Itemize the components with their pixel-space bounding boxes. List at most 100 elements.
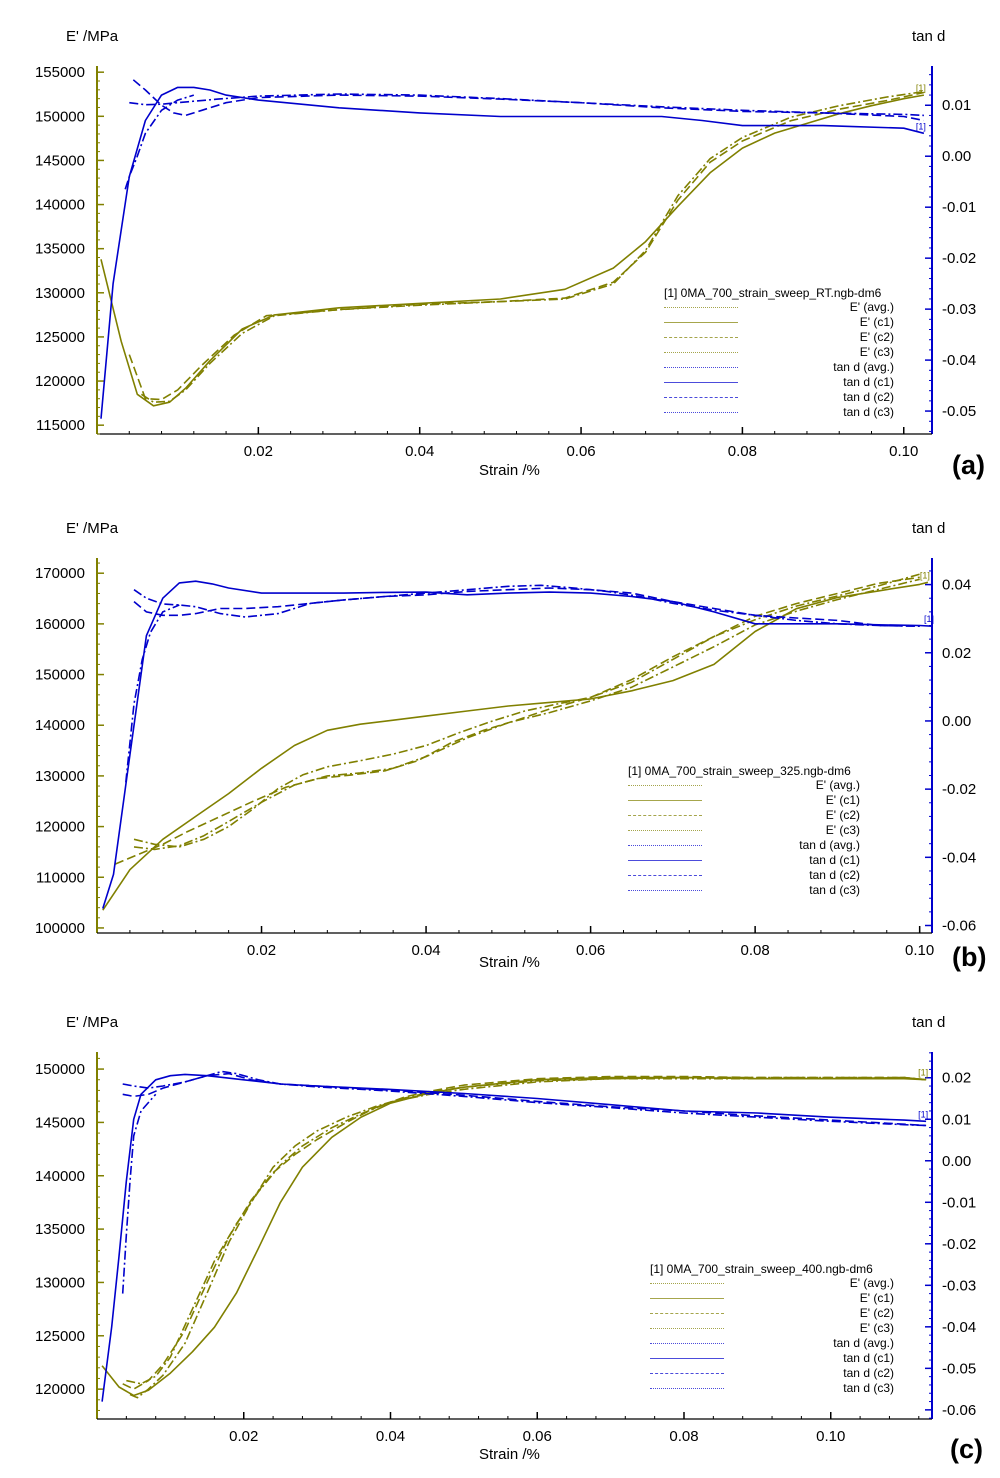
legend-entry: E' (c2): [628, 808, 860, 823]
legend-label: E' (c1): [825, 793, 860, 807]
series-line: [132, 79, 925, 122]
series-line: [133, 584, 920, 627]
right-tick-label: -0.03: [942, 301, 976, 318]
left-tick-label: 155000: [35, 64, 85, 81]
right-tick-label: -0.02: [942, 1236, 976, 1253]
legend-entry: tan d (avg.): [650, 1336, 894, 1351]
left-tick-label: 120000: [35, 1381, 85, 1398]
x-tick-label: 0.06: [576, 942, 605, 959]
panel-label: (a): [952, 450, 985, 480]
legend-label: tan d (avg.): [799, 838, 860, 852]
left-tick-label: 160000: [35, 616, 85, 633]
x-tick-label: 0.04: [405, 443, 434, 460]
right-tick-label: -0.04: [942, 849, 976, 866]
x-tick-label: 0.10: [816, 1428, 845, 1445]
series-line: [114, 576, 920, 865]
legend-entry: E' (c3): [628, 823, 860, 838]
right-tick-label: -0.01: [942, 1194, 976, 1211]
legend-label: tan d (c2): [809, 868, 860, 882]
legend-entry: E' (c3): [650, 1321, 894, 1336]
legend-title: [1] 0MA_700_strain_sweep_400.ngb-dm6: [650, 1262, 873, 1276]
right-tick-label: 0.00: [942, 713, 971, 730]
left-tick-label: 140000: [35, 717, 85, 734]
x-tick-label: 0.10: [905, 942, 934, 959]
legend-label: E' (avg.): [815, 778, 860, 792]
legend-entry: tan d (c2): [650, 1366, 894, 1381]
x-tick-label: 0.02: [247, 942, 276, 959]
series-end-label: [1]: [918, 1109, 928, 1119]
legend-swatch: [664, 367, 738, 368]
left-tick-label: 130000: [35, 1274, 85, 1291]
legend-swatch: [664, 412, 738, 413]
x-tick-label: 0.08: [669, 1428, 698, 1445]
left-tick-label: 125000: [35, 329, 85, 346]
right-axis-unit: tan d: [912, 1014, 946, 1031]
right-tick-label: -0.05: [942, 1360, 976, 1377]
left-tick-label: 110000: [36, 869, 85, 886]
right-tick-label: -0.05: [942, 403, 976, 420]
right-axis-unit: tan d: [912, 520, 946, 537]
legend-label: E' (c2): [825, 808, 860, 822]
x-tick-label: 0.02: [229, 1428, 258, 1445]
legend-swatch: [628, 830, 702, 831]
legend-label: E' (c3): [859, 345, 894, 359]
plot-svg: 120000 125000 130000 135000 140000 145000 1500…: [35, 1052, 976, 1445]
x-axis-label: Strain /%: [479, 1446, 540, 1463]
legend: [1] 0MA_700_strain_sweep_325.ngb-dm6 E' …: [628, 764, 860, 898]
legend: [1] 0MA_700_strain_sweep_RT.ngb-dm6 E' (…: [664, 286, 894, 420]
legend-entry: E' (c1): [664, 315, 894, 330]
legend-label: tan d (c3): [843, 405, 894, 419]
legend-entry: E' (c3): [664, 345, 894, 360]
legend-swatch: [628, 815, 702, 816]
legend-label: tan d (c1): [843, 375, 894, 389]
right-tick-label: 0.01: [942, 1111, 971, 1128]
legend-title: [1] 0MA_700_strain_sweep_325.ngb-dm6: [628, 764, 851, 778]
series-line: [129, 93, 924, 117]
x-tick-label: 0.06: [566, 443, 595, 460]
right-tick-label: -0.02: [942, 781, 976, 798]
series-line: [126, 1076, 927, 1385]
left-tick-label: 100000: [35, 920, 85, 937]
legend-label: E' (c2): [859, 1306, 894, 1320]
right-tick-label: 0.00: [942, 148, 971, 165]
legend-swatch: [628, 890, 702, 891]
series-line: [124, 94, 195, 190]
right-tick-label: -0.01: [942, 199, 976, 216]
legend-label: E' (c1): [859, 1291, 894, 1305]
legend-swatch: [664, 322, 738, 323]
right-tick-label: 0.02: [942, 645, 971, 662]
legend-label: tan d (c1): [809, 853, 860, 867]
series-end-label: [1]: [924, 614, 934, 624]
legend-label: tan d (avg.): [833, 360, 894, 374]
legend-swatch: [628, 860, 702, 861]
legend-swatch: [650, 1343, 724, 1344]
left-tick-label: 145000: [35, 1114, 85, 1131]
right-tick-label: -0.03: [942, 1277, 976, 1294]
legend-entry: tan d (c2): [628, 868, 860, 883]
x-axis-label: Strain /%: [479, 462, 540, 479]
left-tick-label: 130000: [35, 768, 85, 785]
x-tick-label: 0.06: [523, 1428, 552, 1445]
right-tick-label: 0.04: [942, 577, 971, 594]
series-end-label: [1]: [918, 1068, 928, 1078]
legend-swatch: [650, 1358, 724, 1359]
legend-swatch: [650, 1283, 724, 1284]
right-tick-label: 0.00: [942, 1153, 971, 1170]
left-axis-unit: E' /MPa: [66, 520, 119, 537]
x-tick-label: 0.10: [889, 443, 918, 460]
right-tick-label: -0.04: [942, 1319, 976, 1336]
legend: [1] 0MA_700_strain_sweep_400.ngb-dm6 E' …: [650, 1262, 894, 1396]
legend-label: E' (avg.): [849, 300, 894, 314]
legend-entry: tan d (c1): [628, 853, 860, 868]
legend-label: tan d (c3): [843, 1381, 894, 1395]
legend-label: tan d (avg.): [833, 1336, 894, 1350]
legend-swatch: [664, 397, 738, 398]
series-line: [102, 580, 933, 909]
legend-entry: E' (c1): [650, 1291, 894, 1306]
series-line: [100, 86, 925, 419]
legend-entry: tan d (c3): [628, 883, 860, 898]
left-tick-label: 120000: [35, 373, 85, 390]
left-tick-label: 135000: [35, 1221, 85, 1238]
panel-label: (c): [950, 1434, 983, 1464]
chart-panel-a: E' /MPa tan d 115000 120000 125000 130000 13…: [0, 0, 1000, 492]
